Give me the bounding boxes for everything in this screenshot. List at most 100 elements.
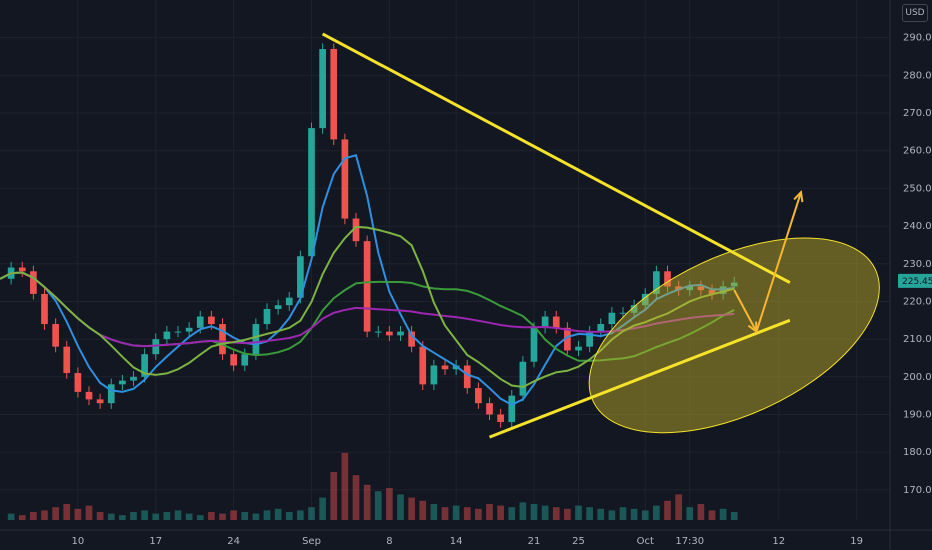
price-axis[interactable]: 170.0 180.0 190.0 200.0 210.0 220.0 230.0 240.0…: [903, 33, 932, 496]
candle-body: [18, 267, 26, 272]
x-tick-label: 24: [227, 536, 240, 547]
candle-body: [185, 327, 193, 332]
candle-body: [463, 365, 471, 389]
candle-body: [130, 376, 137, 381]
volume-bar: [530, 504, 538, 520]
drawing-annotations[interactable]: [321, 32, 909, 473]
candle-body: [119, 380, 126, 385]
lower-trendline: [488, 318, 791, 439]
volume-bar: [653, 505, 660, 520]
volume-bar: [352, 475, 360, 520]
y-tick-label: 240.0: [903, 221, 932, 232]
candle-body: [597, 324, 605, 332]
volume-bar: [185, 513, 193, 520]
volume-bar: [675, 494, 682, 520]
volume-bar: [586, 507, 593, 520]
y-tick-label: 270.0: [903, 108, 932, 119]
x-tick-label: 12: [772, 536, 785, 547]
volume-bar: [508, 507, 516, 520]
volume-bar: [419, 500, 427, 520]
candle-body: [508, 395, 516, 423]
volume-bar: [130, 512, 137, 520]
volume-bar: [430, 504, 438, 520]
candle-body: [152, 339, 160, 355]
volume-bar: [497, 505, 504, 520]
highlight-ellipse: [588, 237, 880, 434]
candle-body: [697, 286, 705, 291]
y-tick-label: 180.0: [903, 447, 932, 458]
volume-bar: [297, 510, 304, 520]
candle-body: [664, 271, 671, 287]
volume-bar: [452, 505, 460, 520]
price-tag-value: 225.45: [902, 277, 932, 287]
currency-label[interactable]: USD: [902, 4, 928, 22]
moving-average-line: [0, 154, 735, 406]
volume-bar: [208, 512, 215, 520]
volume-bar: [475, 508, 482, 520]
volume-bar: [30, 512, 37, 520]
candle-body: [630, 305, 638, 313]
y-tick-label: 220.0: [903, 296, 932, 307]
candle-body: [397, 331, 404, 336]
candle-body: [619, 312, 627, 314]
candle-body: [74, 373, 82, 392]
volume-bar: [386, 488, 393, 520]
arrow-up-head: [793, 189, 804, 203]
candle-body: [196, 316, 204, 328]
candle-body: [141, 354, 148, 377]
candle-body: [107, 384, 115, 404]
candle-body: [96, 399, 104, 404]
candle-body: [430, 365, 438, 385]
volume-bar: [374, 491, 382, 520]
volume-bar: [719, 508, 727, 520]
volume-bar: [85, 505, 93, 520]
volume-bar: [18, 515, 26, 520]
candle-body: [174, 331, 182, 333]
volume-bar: [519, 502, 527, 520]
candle-body: [419, 346, 427, 385]
candle-body: [330, 48, 338, 140]
candlesticks: [7, 43, 738, 428]
x-tick-label: Oct: [637, 536, 654, 547]
volume-bar: [486, 504, 493, 520]
volume-bar: [686, 507, 694, 520]
time-axis[interactable]: 10 17 24 Sep 8 14 21 25 Oct 17:30 12 19: [72, 536, 863, 547]
arrow-down: [733, 289, 758, 333]
volume-bar: [463, 507, 471, 520]
volume-bar: [174, 510, 182, 520]
candle-body: [586, 331, 593, 347]
volume-bar: [96, 512, 104, 520]
candle-body: [486, 403, 493, 415]
volume-bar: [319, 497, 326, 520]
candle-body: [52, 324, 59, 347]
candle-body: [308, 128, 315, 257]
last-price-tag: 225.45: [898, 273, 932, 288]
volume-bar: [7, 513, 15, 520]
candle-body: [285, 297, 293, 306]
volume-bar: [341, 452, 349, 520]
volume-bar: [196, 515, 204, 520]
candle-body: [608, 312, 616, 325]
candle-body: [274, 305, 282, 309]
volume-bar: [330, 472, 338, 520]
candle-body: [85, 391, 93, 400]
moving-average-lines: [0, 154, 735, 406]
volume-bar: [119, 515, 126, 520]
volume-bar: [363, 484, 371, 520]
candle-body: [675, 286, 682, 291]
y-tick-label: 290.0: [903, 33, 932, 44]
candle-body: [163, 331, 171, 340]
candle-body: [653, 271, 660, 294]
candle-body: [341, 139, 349, 219]
volume-bar: [52, 507, 59, 520]
volume-bar: [408, 497, 415, 520]
candle-body: [208, 316, 215, 325]
volume-bar: [230, 510, 237, 520]
volume-bar: [630, 508, 638, 520]
volume-bar: [597, 508, 605, 520]
volume-bar: [730, 512, 738, 520]
volume-bar: [541, 505, 549, 520]
candle-body: [519, 361, 527, 396]
